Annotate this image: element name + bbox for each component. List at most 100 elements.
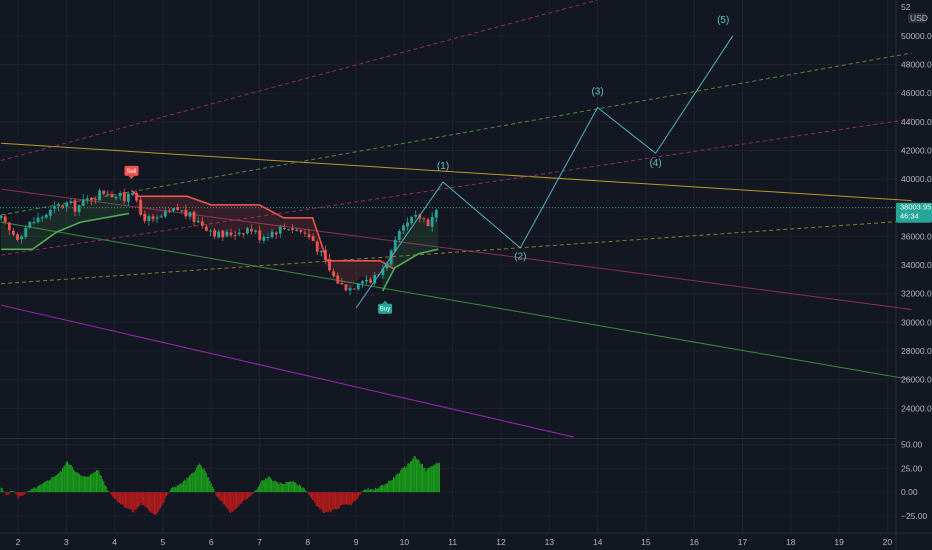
candle-body	[65, 202, 69, 207]
candle-body	[12, 230, 15, 235]
candle-body	[266, 237, 270, 239]
oscillator-histogram	[0, 456, 440, 515]
trend-line-3[interactable]	[1, 221, 912, 381]
candle-body	[295, 229, 299, 231]
candle-body	[307, 234, 311, 238]
candle-body	[48, 209, 52, 216]
candle-body	[77, 205, 81, 212]
trend-line-2[interactable]	[1, 188, 912, 310]
candle-body	[53, 206, 56, 209]
candle-body	[188, 212, 192, 217]
candle-body	[315, 241, 319, 252]
sell-tag-pointer	[128, 175, 135, 179]
candle-body	[135, 192, 138, 201]
candle-body	[324, 249, 327, 260]
y-tick-label: 30000.00	[901, 317, 932, 327]
x-tick-label: 5	[161, 537, 166, 547]
last-price-marker[interactable]	[896, 202, 932, 223]
candle-body	[291, 228, 294, 230]
x-tick-label: 9	[354, 537, 359, 547]
supertrend-up-2-fill	[382, 207, 439, 291]
trend-line-4[interactable]	[0, 304, 574, 438]
x-tick-label: 14	[593, 537, 603, 547]
candle-body	[139, 199, 143, 215]
buy-signal-tag	[378, 303, 393, 314]
elliott-wave-label: (2)	[514, 251, 526, 262]
candle-body	[299, 230, 303, 232]
signal-tags: Sell Buy	[124, 165, 393, 314]
candle-body	[192, 211, 196, 223]
candle-body	[98, 190, 102, 201]
trend-line-8[interactable]	[1, 220, 912, 285]
candle-body	[32, 222, 36, 224]
elliott-wave-line	[355, 35, 734, 309]
candlestick-series	[0, 188, 438, 296]
x-tick-label: 10	[400, 537, 410, 547]
candle-body	[85, 198, 89, 200]
currency-label: USD	[910, 13, 928, 23]
y-tick-label: 46000.00	[901, 88, 932, 98]
candle-body	[184, 209, 188, 217]
x-tick-label: 6	[209, 537, 214, 547]
sell-signal-label: Sell	[126, 169, 136, 175]
candle-body	[352, 288, 356, 290]
candle-body	[209, 230, 212, 232]
candle-body	[151, 216, 155, 219]
candle-body	[110, 193, 114, 198]
trend-line-5[interactable]	[0, 0, 598, 161]
candle-body	[196, 221, 200, 223]
candle-body	[311, 236, 315, 241]
candle-body	[200, 221, 204, 226]
candle-body	[40, 217, 44, 219]
candle-body	[102, 190, 106, 194]
candle-body	[114, 196, 118, 199]
candle-body	[233, 235, 237, 237]
osc-y-tick-label: −25.00	[901, 511, 928, 521]
candle-body	[28, 221, 32, 228]
candle-body	[262, 236, 266, 241]
elliott-wave-label: (4)	[649, 158, 661, 169]
candle-body	[147, 216, 151, 221]
y-tick-label: 50000.00	[901, 31, 932, 41]
supertrend-up-1-line	[1, 212, 130, 251]
candle-body	[237, 232, 241, 235]
candle-body	[385, 263, 389, 269]
trend-line-1[interactable]	[1, 142, 912, 202]
trend-lines[interactable]	[0, 0, 912, 438]
elliott-wave-projection[interactable]: (1) (2) (3) (4) (5)	[355, 15, 734, 309]
candle-body	[282, 227, 286, 229]
candle-body	[393, 239, 397, 251]
candle-body	[155, 217, 159, 219]
candle-body	[0, 215, 3, 219]
countdown-label: 46:34	[900, 212, 919, 221]
x-tick-label: 7	[257, 537, 262, 547]
x-tick-label: 12	[496, 537, 506, 547]
candle-body	[217, 231, 221, 238]
candle-body	[36, 217, 40, 222]
candle-body	[81, 199, 85, 206]
candle-body	[131, 193, 134, 195]
trend-line-6[interactable]	[1, 52, 912, 216]
candle-body	[159, 216, 163, 218]
candle-body	[143, 213, 147, 222]
candle-body	[332, 271, 336, 277]
candle-body	[369, 279, 372, 283]
candle-body	[254, 230, 258, 232]
candle-body	[381, 268, 385, 276]
candle-body	[270, 231, 274, 238]
candle-body	[44, 214, 48, 218]
candle-body	[348, 288, 352, 291]
supertrend-down-line	[131, 189, 396, 271]
candle-body	[73, 200, 77, 212]
candle-body	[20, 236, 24, 240]
candle-body	[106, 194, 110, 196]
osc-y-tick-label: 25.00	[901, 463, 923, 473]
candle-body	[319, 250, 323, 252]
candle-body	[94, 199, 97, 201]
candle-body	[410, 217, 414, 224]
currency-badge[interactable]	[908, 13, 926, 23]
candle-body	[397, 231, 401, 240]
x-tick-label: 15	[641, 537, 651, 547]
